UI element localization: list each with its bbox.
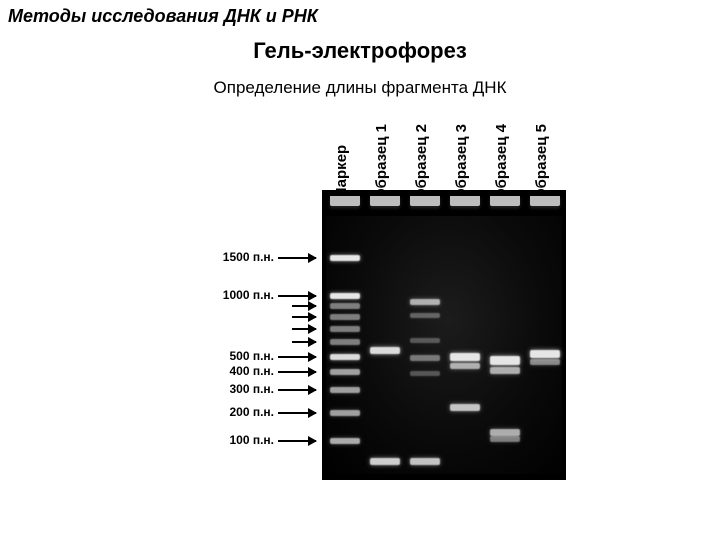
sample-band [450, 363, 480, 369]
arrow-icon [292, 305, 316, 307]
sample-band [490, 436, 520, 442]
marker-band [330, 255, 360, 261]
arrow-icon [278, 412, 316, 414]
sample-band [450, 404, 480, 411]
arrow-icon [292, 328, 316, 330]
lane-label: Образец 5 [533, 124, 550, 200]
gel-well [370, 196, 400, 206]
size-label: 200 п.н. [180, 405, 274, 419]
lane-label: Маркер [333, 145, 350, 200]
size-label: 1000 п.н. [180, 288, 274, 302]
marker-band [330, 303, 360, 309]
lane-label: Образец 1 [373, 124, 390, 200]
arrow-icon [278, 356, 316, 358]
gel-inner-gradient [326, 216, 562, 474]
gel-well [530, 196, 560, 206]
gel-image [322, 190, 566, 480]
sample-band [490, 367, 520, 374]
marker-band [330, 369, 360, 375]
marker-band [330, 410, 360, 416]
size-label: 1500 п.н. [180, 250, 274, 264]
gel-well [410, 196, 440, 206]
sample-band [530, 359, 560, 365]
sample-band [450, 353, 480, 361]
sample-band [410, 355, 440, 361]
sample-band [410, 299, 440, 305]
marker-band [330, 354, 360, 360]
sample-band [490, 429, 520, 436]
marker-band [330, 438, 360, 444]
gel-well [450, 196, 480, 206]
size-label: 100 п.н. [180, 433, 274, 447]
size-label: 500 п.н. [180, 349, 274, 363]
gel-well [330, 196, 360, 206]
gel-figure: Маркер Образец 1 Образец 2 Образец 3 Образец… [180, 110, 580, 510]
size-label: 400 п.н. [180, 364, 274, 378]
arrow-icon [278, 389, 316, 391]
marker-band [330, 293, 360, 299]
gel-well [490, 196, 520, 206]
sample-band [410, 458, 440, 465]
size-label: 300 п.н. [180, 382, 274, 396]
marker-band [330, 326, 360, 332]
sample-band [410, 338, 440, 343]
arrow-icon [278, 295, 316, 297]
marker-band [330, 339, 360, 345]
page-header: Методы исследования ДНК и РНК [8, 6, 318, 27]
sample-band [370, 458, 400, 465]
arrow-icon [292, 316, 316, 318]
sample-band [490, 356, 520, 365]
arrow-icon [278, 440, 316, 442]
marker-band [330, 314, 360, 320]
arrow-icon [278, 371, 316, 373]
lane-label: Образец 3 [453, 124, 470, 200]
lane-label: Образец 2 [413, 124, 430, 200]
arrow-icon [292, 341, 316, 343]
marker-band [330, 387, 360, 393]
sample-band [370, 347, 400, 354]
lane-label: Образец 4 [493, 124, 510, 200]
arrow-icon [278, 257, 316, 259]
sample-band [410, 313, 440, 318]
sample-band [530, 350, 560, 358]
sample-band [410, 371, 440, 376]
page-title: Гель-электрофорез [0, 38, 720, 64]
page-subtitle: Определение длины фрагмента ДНК [0, 78, 720, 98]
